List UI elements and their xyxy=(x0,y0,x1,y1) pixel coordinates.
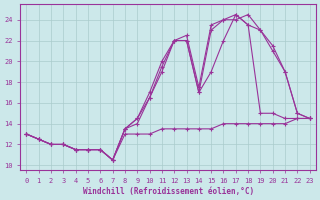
X-axis label: Windchill (Refroidissement éolien,°C): Windchill (Refroidissement éolien,°C) xyxy=(83,187,254,196)
